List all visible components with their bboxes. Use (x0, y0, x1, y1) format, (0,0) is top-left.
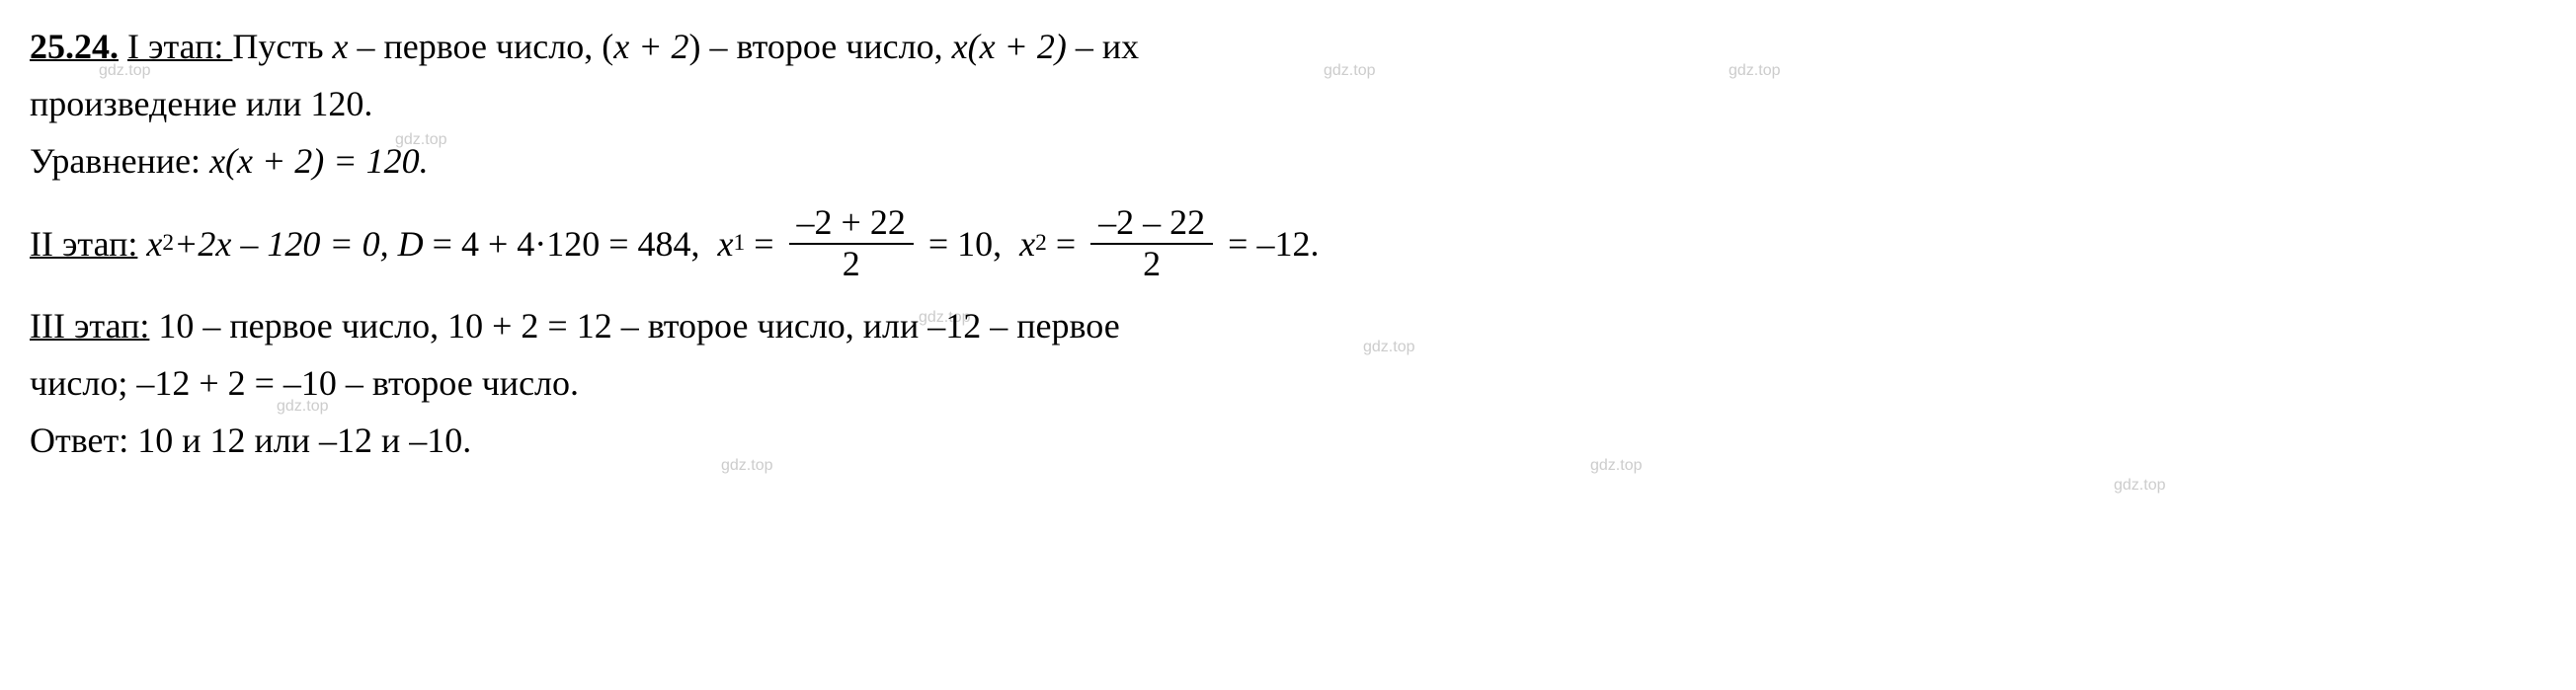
line-1: 25.24. I этап: Пусть x – первое число, (… (30, 20, 2546, 73)
sub-1: 1 (734, 226, 746, 261)
stage2-label: II этап: (30, 217, 137, 270)
frac2-denominator: 2 (1135, 245, 1168, 284)
line1-text3: ) – второе число, (689, 20, 952, 73)
frac1-numerator: –2 + 22 (789, 203, 914, 245)
sub-2: 2 (1035, 226, 1047, 261)
line-2: произведение или 120. (30, 77, 2546, 130)
line3-text1: Уравнение: (30, 134, 209, 188)
line1-text4: – их (1067, 20, 1139, 73)
line1-text1: Пусть (232, 20, 332, 73)
stage3-label: III этап: (30, 299, 149, 352)
variable-x: x (333, 20, 349, 73)
line-3: Уравнение: x(x + 2) = 120. (30, 134, 2546, 188)
line1-text2: – первое число, ( (349, 20, 614, 73)
fraction-1: –2 + 22 2 (789, 203, 914, 283)
line6-text: число; –12 + 2 = –10 – второе число. (30, 356, 579, 410)
answer-label: Ответ: (30, 414, 137, 467)
eq-result1: = 10, (920, 217, 1019, 270)
stage1-label: I этап: (127, 20, 232, 73)
x1-var: x (718, 217, 734, 270)
eq-x: x (137, 217, 162, 270)
eq-eq2: = (1047, 217, 1085, 270)
equation-1: x(x + 2) = 120. (209, 134, 429, 188)
answer-value: 10 и 12 или –12 и –10. (137, 414, 471, 467)
line-7: Ответ: 10 и 12 или –12 и –10. (30, 414, 2546, 467)
discriminant-D: D (398, 217, 424, 270)
line-4: II этап: x 2 +2x – 120 = 0, D = 4 + 4·12… (30, 203, 2546, 283)
sup-2: 2 (162, 226, 174, 261)
line2-text: произведение или 120. (30, 77, 372, 130)
expr-xplus2: x + 2 (613, 20, 688, 73)
eq-d-calc: = 4 + 4·120 = 484, (424, 217, 718, 270)
eq-quad: +2x – 120 = 0, (174, 217, 398, 270)
problem-number: 25.24. (30, 20, 119, 73)
eq-result2: = –12. (1219, 217, 1319, 270)
expr-product: x(x + 2) (952, 20, 1067, 73)
line5-text: 10 – первое число, 10 + 2 = 12 – второе … (149, 299, 1119, 352)
line-6: число; –12 + 2 = –10 – второе число. (30, 356, 2546, 410)
x2-var: x (1019, 217, 1035, 270)
watermark: gdz.top (2114, 474, 2165, 498)
frac1-denominator: 2 (835, 245, 868, 284)
frac2-numerator: –2 – 22 (1090, 203, 1213, 245)
eq-eq1: = (745, 217, 782, 270)
fraction-2: –2 – 22 2 (1090, 203, 1213, 283)
line-5: III этап: 10 – первое число, 10 + 2 = 12… (30, 299, 2546, 352)
